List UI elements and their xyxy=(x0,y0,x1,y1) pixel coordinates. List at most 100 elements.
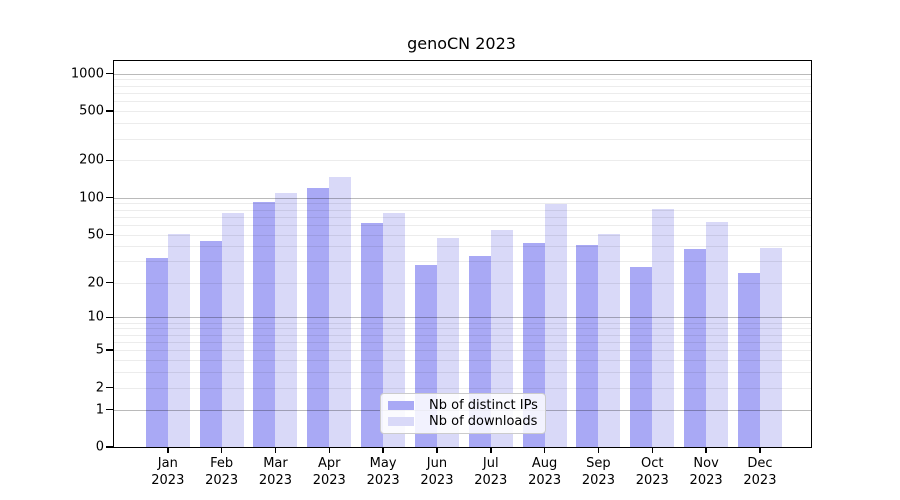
x-label-year: 2023 xyxy=(581,473,615,488)
x-label-month: Mar xyxy=(263,456,288,471)
y-axis-tick xyxy=(106,159,113,162)
x-axis-tick xyxy=(220,447,223,453)
x-axis-tick xyxy=(543,447,546,453)
bar-distinct-ips-oct xyxy=(630,266,653,447)
y-axis-tick xyxy=(106,386,113,389)
x-label-month: Dec xyxy=(747,456,773,471)
x-axis-tick-label: Nov 2023 xyxy=(690,455,723,489)
x-axis-tick xyxy=(436,447,438,453)
gridline-minor xyxy=(114,160,811,162)
gridline-minor xyxy=(114,328,811,330)
y-axis-tick-label: 200 xyxy=(79,152,104,168)
gridline-major xyxy=(114,317,811,319)
gridline-minor xyxy=(114,216,811,218)
x-label-month: Jan xyxy=(157,456,178,471)
legend-label-downloads: Nb of downloads xyxy=(429,414,538,430)
gridline-minor xyxy=(114,138,811,140)
bar-downloads-may xyxy=(383,213,406,447)
legend: Nb of distinct IPs Nb of downloads xyxy=(380,393,546,434)
y-axis-tick xyxy=(106,349,113,351)
y-axis-tick-label: 10 xyxy=(87,309,104,325)
x-label-year: 2023 xyxy=(312,473,346,488)
bar-downloads-dec xyxy=(759,247,782,447)
x-label-month: Jun xyxy=(426,456,448,471)
x-axis-tick xyxy=(597,447,600,453)
gridline-minor xyxy=(114,372,811,374)
x-label-month: Oct xyxy=(641,456,664,471)
legend-swatch-distinct-ips-icon xyxy=(388,400,414,410)
gridline-minor xyxy=(114,246,811,248)
gridline-minor xyxy=(114,92,811,94)
gridline-minor xyxy=(114,360,811,362)
gridline-minor xyxy=(114,261,811,263)
legend-swatch-downloads-icon xyxy=(388,417,414,427)
legend-row-distinct-ips: Nb of distinct IPs xyxy=(388,397,538,413)
y-axis-tick-label: 50 xyxy=(87,227,104,243)
bar-downloads-nov xyxy=(706,222,729,447)
gridline-minor xyxy=(114,203,811,205)
bar-downloads-jan xyxy=(167,233,190,447)
x-axis-tick xyxy=(167,447,169,453)
x-axis-tick-label: Jul 2023 xyxy=(474,455,507,489)
gridline-minor xyxy=(114,123,811,125)
y-axis-tick-label: 0 xyxy=(95,439,104,455)
gridline-major xyxy=(114,197,811,199)
x-label-year: 2023 xyxy=(420,473,454,488)
y-axis-tick xyxy=(106,446,113,448)
gridline-minor xyxy=(114,322,811,324)
bar-distinct-ips-sep xyxy=(576,245,599,447)
x-label-year: 2023 xyxy=(635,473,669,488)
x-axis-tick-label: Feb 2023 xyxy=(205,455,238,489)
y-axis-tick-label: 20 xyxy=(87,275,104,290)
x-axis-tick xyxy=(328,447,331,453)
x-axis-tick-label: Jan 2023 xyxy=(151,455,184,489)
plot-area: 0 1 2 5 10 20 50 100 200 500 1000 Jan 2023 Feb 2023 Mar… xyxy=(71,60,812,488)
x-axis-tick-label: May 2023 xyxy=(367,455,400,489)
x-label-month: Sep xyxy=(586,456,611,471)
gridline-minor xyxy=(114,209,811,211)
gridline-minor xyxy=(114,101,811,103)
x-label-month: Apr xyxy=(318,456,341,471)
gridline-minor xyxy=(114,341,811,343)
bar-downloads-sep xyxy=(598,233,621,447)
bar-distinct-ips-may xyxy=(361,223,384,447)
chart-title: genoCN 2023 xyxy=(407,34,516,53)
x-axis-tick-label: Mar 2023 xyxy=(259,455,292,489)
bar-distinct-ips-feb xyxy=(199,241,222,447)
gridline-minor xyxy=(114,234,811,236)
bar-downloads-feb xyxy=(221,213,244,447)
x-label-year: 2023 xyxy=(366,473,400,488)
x-label-month: May xyxy=(369,456,397,471)
x-label-month: Jul xyxy=(482,456,499,471)
bar-distinct-ips-apr xyxy=(307,188,330,447)
y-axis-tick xyxy=(106,316,113,319)
bar-downloads-jul xyxy=(490,229,513,447)
bar-downloads-aug xyxy=(544,204,567,447)
x-label-month: Aug xyxy=(531,456,558,471)
bar-downloads-oct xyxy=(652,208,675,447)
x-label-month: Nov xyxy=(693,456,719,471)
x-axis-tick xyxy=(759,447,761,453)
y-axis-tick-label: 100 xyxy=(79,190,104,206)
bar-downloads-mar xyxy=(275,192,298,447)
gridline-minor xyxy=(114,387,811,389)
gridline-minor xyxy=(114,111,811,113)
bar-distinct-ips-mar xyxy=(253,202,276,447)
y-axis-tick xyxy=(106,196,113,199)
gridline-minor xyxy=(114,85,811,87)
y-axis-tick-label: 2 xyxy=(95,380,104,396)
x-axis-tick-label: Apr 2023 xyxy=(313,455,346,489)
gridline-minor xyxy=(114,334,811,336)
x-axis-tick-label: Sep 2023 xyxy=(582,455,615,489)
gridline-minor xyxy=(114,282,811,284)
x-axis-tick xyxy=(651,447,654,453)
legend-label-distinct-ips: Nb of distinct IPs xyxy=(429,397,538,413)
bar-distinct-ips-jan xyxy=(145,258,168,447)
y-axis-tick-label: 1 xyxy=(95,402,104,418)
y-axis-tick-label: 500 xyxy=(79,103,104,119)
gridline-minor xyxy=(114,79,811,81)
gridline-minor xyxy=(114,224,811,226)
x-axis-tick-label: Aug 2023 xyxy=(528,455,561,489)
x-axis-tick xyxy=(490,447,492,453)
